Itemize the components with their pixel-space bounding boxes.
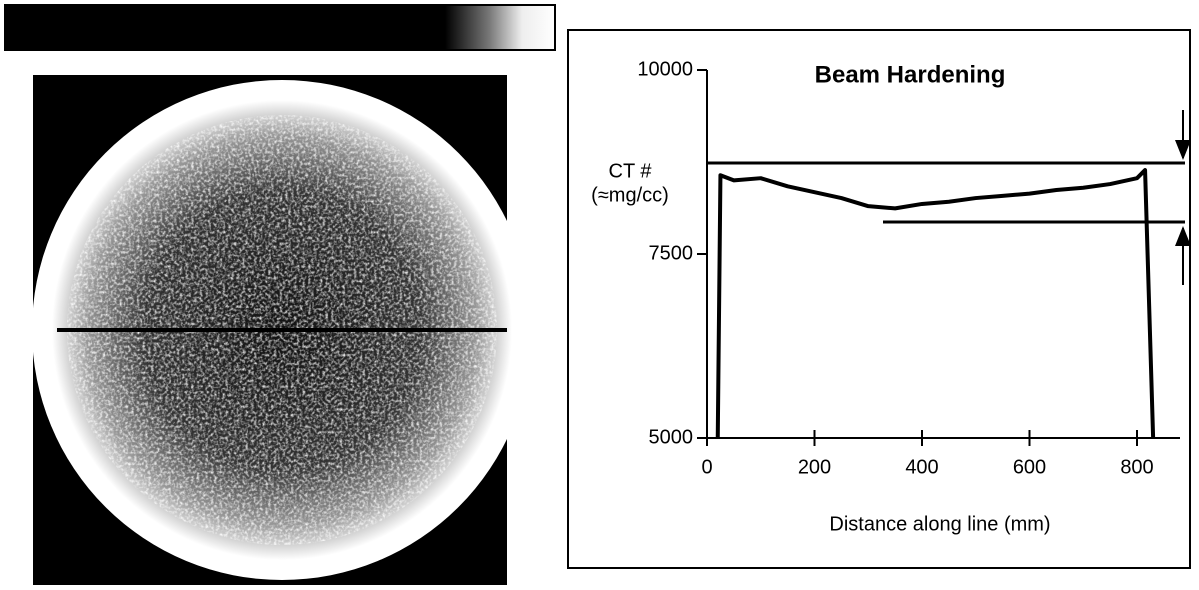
x-label: Distance along line (mm) [829, 513, 1050, 535]
chart-title: Beam Hardening [815, 61, 1006, 88]
y-label: (≈mg/cc) [591, 184, 669, 206]
x-tick-label: 200 [798, 456, 831, 478]
arrowhead [1175, 140, 1191, 160]
gray-scale-bar [4, 4, 556, 51]
x-tick-label: 800 [1120, 456, 1153, 478]
y-label: CT # [609, 160, 653, 182]
x-tick-label: 400 [905, 456, 938, 478]
x-tick-label: 0 [701, 456, 712, 478]
arrowhead [1175, 226, 1191, 246]
y-tick-label: 5000 [649, 426, 694, 448]
x-tick-label: 600 [1013, 456, 1046, 478]
data-line [715, 168, 1156, 439]
chart-frame [567, 29, 1191, 569]
y-tick-label: 10000 [637, 58, 693, 80]
y-tick-label: 7500 [649, 242, 694, 264]
